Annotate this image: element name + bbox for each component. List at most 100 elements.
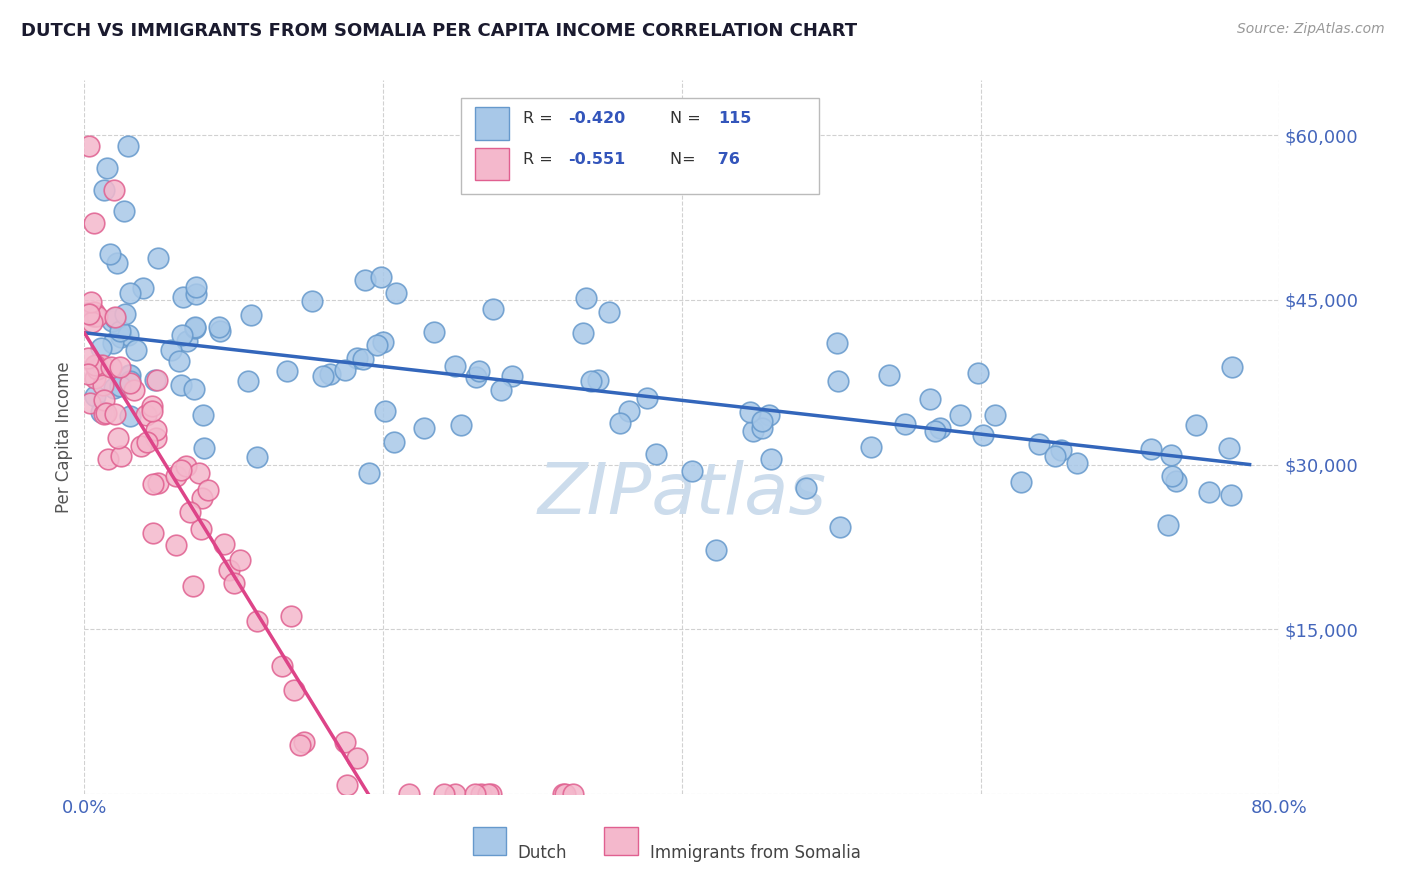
Point: [271, 659, 294, 673]
Point: [86, 359, 108, 373]
Point: [167, 353, 190, 368]
Point: [292, 735, 315, 749]
Point: [759, 452, 782, 467]
Point: [579, 374, 602, 388]
Point: [276, 364, 298, 378]
Point: [385, 286, 408, 301]
Point: [491, 383, 513, 397]
Point: [125, 343, 148, 357]
Point: [146, 475, 169, 490]
Point: [108, 324, 131, 338]
Point: [1028, 436, 1050, 450]
Point: [142, 526, 165, 541]
Point: [336, 778, 359, 792]
Point: [1164, 475, 1187, 489]
FancyBboxPatch shape: [475, 107, 509, 139]
Point: [751, 414, 773, 428]
Point: [617, 404, 640, 418]
Point: [117, 139, 139, 153]
Point: [105, 256, 128, 270]
Text: -0.551: -0.551: [568, 152, 626, 167]
Point: [877, 368, 900, 382]
Point: [224, 575, 246, 590]
Point: [165, 537, 187, 551]
Point: [104, 310, 127, 325]
Point: [84, 310, 107, 324]
Point: [84, 370, 107, 384]
Point: [143, 373, 166, 387]
Point: [1160, 448, 1182, 462]
Point: [1218, 442, 1240, 456]
Point: [1050, 442, 1073, 457]
Point: [135, 409, 157, 423]
Point: [352, 352, 374, 367]
Point: [482, 302, 505, 317]
Point: [190, 522, 212, 536]
Point: [636, 391, 658, 405]
Point: [704, 543, 727, 558]
Point: [575, 291, 598, 305]
Point: [100, 360, 122, 375]
Point: [193, 441, 215, 455]
Point: [312, 369, 335, 384]
Point: [214, 537, 236, 551]
Point: [80, 315, 103, 329]
Point: [141, 399, 163, 413]
Point: [319, 367, 342, 381]
Point: [751, 421, 773, 435]
Point: [465, 369, 488, 384]
Point: [145, 431, 167, 445]
Point: [1185, 418, 1208, 433]
Point: [146, 251, 169, 265]
Point: [359, 467, 381, 481]
Point: [479, 787, 502, 801]
Text: 76: 76: [711, 152, 740, 167]
Point: [561, 787, 583, 801]
Point: [83, 305, 105, 319]
Point: [96, 161, 118, 175]
Point: [246, 450, 269, 464]
Point: [77, 139, 100, 153]
Y-axis label: Per Capita Income: Per Capita Income: [55, 361, 73, 513]
Point: [758, 408, 780, 422]
Bar: [472, 828, 506, 855]
Point: [571, 326, 593, 340]
Point: [346, 351, 368, 366]
Point: [174, 459, 197, 474]
Point: [333, 735, 356, 749]
Point: [86, 361, 108, 376]
Point: [184, 320, 207, 334]
Point: [1139, 442, 1161, 456]
Point: [894, 417, 917, 432]
Point: [181, 579, 204, 593]
Point: [184, 319, 207, 334]
Point: [141, 404, 163, 418]
Point: [290, 739, 312, 753]
Point: [170, 378, 193, 392]
Point: [468, 364, 491, 378]
Point: [191, 491, 214, 506]
FancyBboxPatch shape: [461, 98, 820, 194]
Point: [333, 363, 356, 377]
Point: [104, 310, 127, 324]
Point: [218, 563, 240, 577]
Point: [1220, 488, 1243, 502]
Point: [170, 328, 193, 343]
Text: R =: R =: [523, 111, 558, 126]
Point: [374, 404, 396, 418]
Point: [93, 378, 115, 392]
Point: [76, 367, 98, 381]
Point: [353, 273, 375, 287]
Point: [77, 351, 100, 366]
Point: [918, 392, 941, 406]
Point: [794, 481, 817, 495]
Point: [470, 787, 492, 801]
Point: [96, 406, 118, 420]
Text: Source: ZipAtlas.com: Source: ZipAtlas.com: [1237, 22, 1385, 37]
Point: [236, 374, 259, 388]
Point: [229, 552, 252, 566]
Point: [366, 338, 388, 352]
Point: [742, 425, 765, 439]
Point: [1220, 360, 1243, 375]
Point: [464, 787, 486, 801]
